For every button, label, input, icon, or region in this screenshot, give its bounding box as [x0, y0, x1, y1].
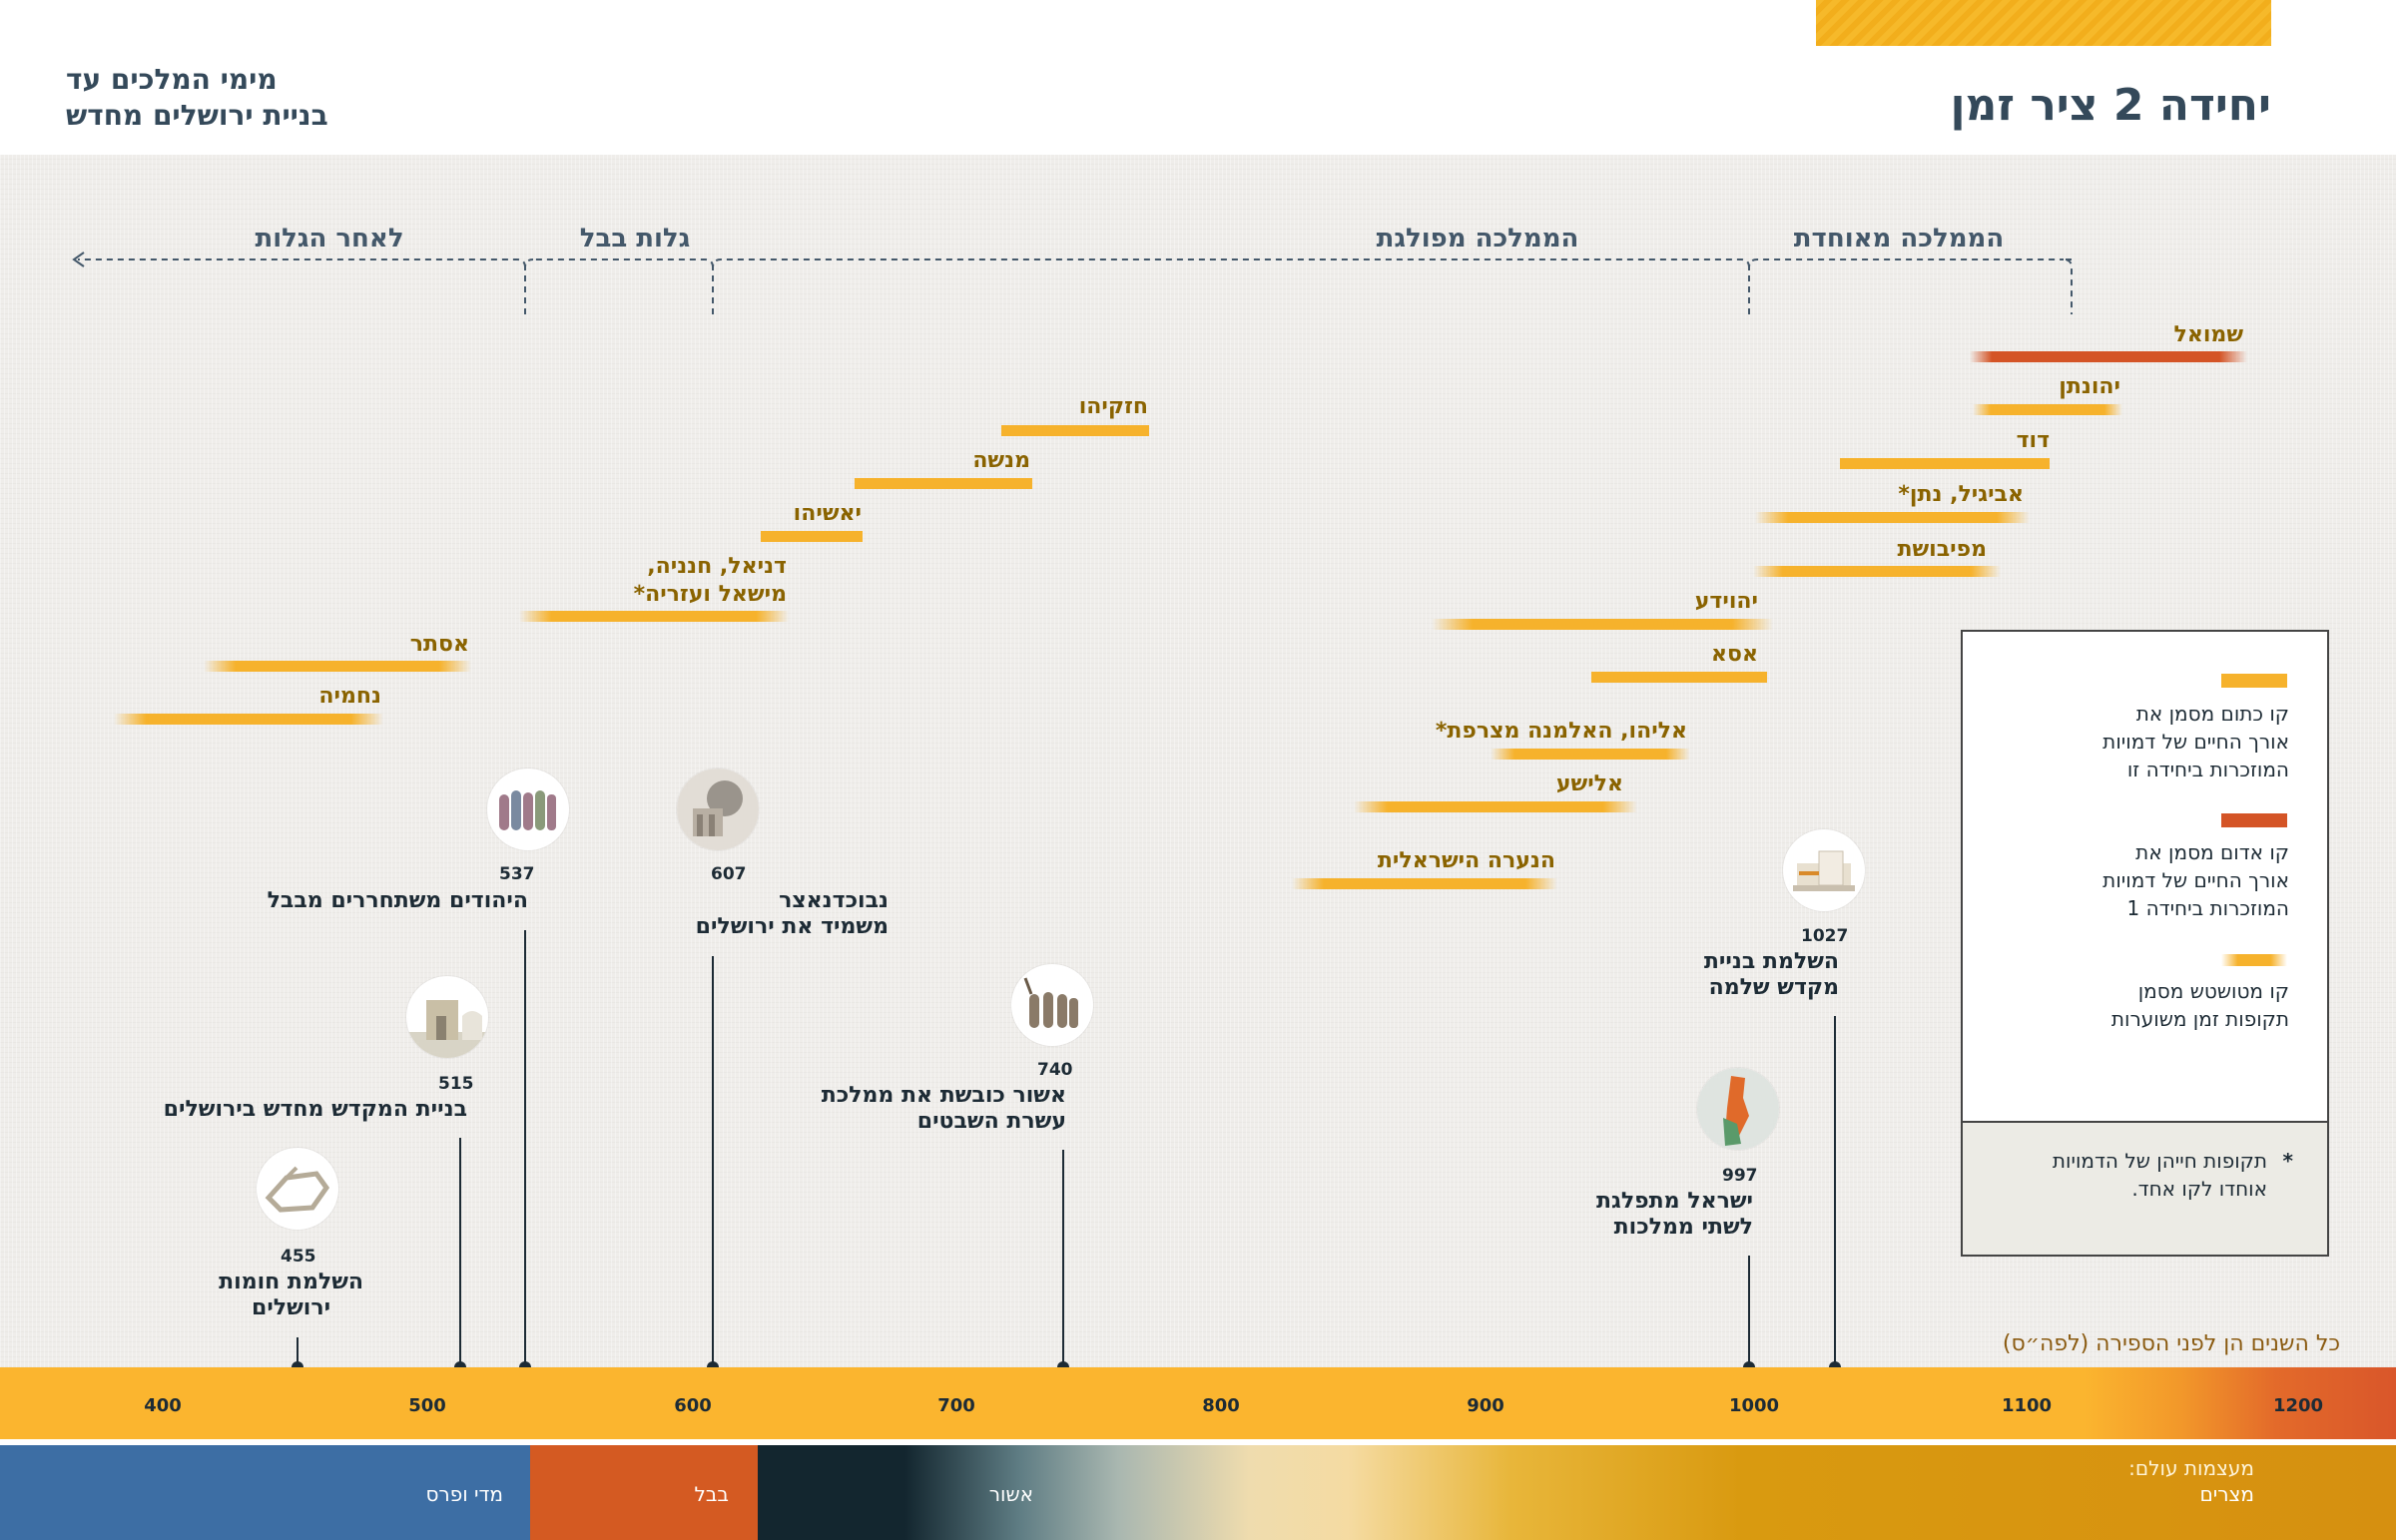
world-empires-band: מדי ופרס בבל אשור מעצמות עולם: מצרים — [0, 1445, 2396, 1540]
lifespan-bar — [519, 611, 789, 622]
lifespan-bar — [114, 714, 383, 725]
axis-tick: 900 — [1467, 1395, 1504, 1416]
axis-tick: 1100 — [2001, 1395, 2053, 1416]
person-label: מפיבושת — [1897, 537, 1987, 562]
period-post-exile: לאחר הגלות — [255, 224, 404, 254]
legend-red-sample — [2221, 813, 2287, 827]
person-label: אסא — [1711, 642, 1758, 667]
legend-solid-text: קו כתום מסמן את אורך החיים של דמויות המו… — [2102, 702, 2289, 781]
page-title: יחידה 2 ציר זמן — [1950, 80, 2271, 131]
event-year: 537 — [499, 864, 535, 884]
legend-solid-sample — [2221, 674, 2287, 688]
legend-note-star: * — [2282, 1149, 2293, 1173]
event-year: 515 — [438, 1074, 474, 1094]
event-description: השלמת בניית מקדש שלמה — [1703, 949, 1839, 1000]
map-icon — [1697, 1068, 1779, 1150]
event-description: השלמת חומות ירושלים — [219, 1270, 363, 1320]
empire-label: מדי ופרס — [425, 1482, 503, 1506]
axis-tick: 700 — [937, 1395, 975, 1416]
event-year: 740 — [1037, 1060, 1073, 1080]
period-united-kingdom: הממלכה מאוחדת — [1793, 224, 2005, 254]
temple-icon — [1783, 829, 1865, 911]
empire-label: אשור — [988, 1482, 1033, 1506]
person-label: הנערה הישראלית — [1377, 848, 1555, 873]
person-label: אביגיל, נתן* — [1898, 482, 2024, 507]
lifespan-bar — [855, 478, 1032, 489]
year-axis — [0, 1367, 2396, 1439]
lifespan-bar — [1755, 512, 2030, 523]
legend: קו כתום מסמן את אורך החיים של דמויות המו… — [1961, 630, 2329, 1257]
person-label: יהונתן — [2059, 374, 2120, 399]
header: יחידה 2 ציר זמן מימי המלכים עד בניית ירו… — [0, 0, 2396, 155]
event-description: ישראל מתפלגת לשתי ממלכות — [1596, 1189, 1753, 1240]
lifespan-bar — [204, 661, 471, 672]
person-label: שמואל — [2173, 322, 2243, 347]
axis-tick: 500 — [408, 1395, 446, 1416]
person-label: יהוידע — [1694, 589, 1758, 614]
event-year: 607 — [711, 864, 747, 884]
empire-label: מעצמות עולם: — [2128, 1456, 2254, 1480]
lifespan-bar — [1432, 619, 1773, 630]
walls-icon — [257, 1148, 338, 1230]
event-description: היהודים משתחררים מבבל — [267, 888, 528, 913]
event-year: 455 — [281, 1247, 316, 1267]
lifespan-bar — [761, 531, 863, 542]
empire-persia-segment — [0, 1445, 530, 1540]
event-description: אשור כובשת את ממלכת עשרת השבטים — [821, 1083, 1066, 1134]
person-label: מנשה — [972, 448, 1030, 473]
legend-note: * תקופות חייהן של הדמויות אוחדו לקו אחד. — [1963, 1121, 2327, 1255]
legend-fade-sample — [2221, 954, 2287, 966]
captives-icon — [1011, 964, 1093, 1046]
lifespan-bar — [1753, 566, 2001, 577]
person-label: אלישע — [1555, 771, 1623, 796]
exiles-icon — [487, 769, 569, 850]
years-note: כל השנים הן לפני הספירה (לפה״ס) — [2002, 1331, 2340, 1356]
event-description: נבוכדנאצר משמיד את ירושלים — [695, 888, 889, 939]
axis-tick: 400 — [144, 1395, 182, 1416]
lifespan-bar — [1292, 878, 1557, 889]
lifespan-bar — [1491, 749, 1690, 760]
page-subtitle: מימי המלכים עד בניית ירושלים מחדש — [66, 63, 328, 132]
legend-red-text: קו אדום מסמן את אורך החיים של דמויות המו… — [2102, 840, 2289, 920]
lifespan-bar — [1973, 404, 2122, 415]
lifespan-bar — [1354, 801, 1637, 812]
lifespan-bar — [1001, 425, 1149, 436]
person-label: חזקיהו — [1078, 394, 1148, 419]
ruins-icon — [677, 769, 759, 850]
event-description: בניית המקדש מחדש בירושלים — [163, 1097, 467, 1122]
person-label: יאשיהו — [793, 501, 862, 526]
lifespan-bar — [1970, 351, 2247, 362]
axis-tick: 1000 — [1728, 1395, 1780, 1416]
event-year: 997 — [1722, 1166, 1758, 1186]
axis-tick: 600 — [674, 1395, 712, 1416]
lifespan-bar — [1591, 672, 1767, 683]
empire-babylon-segment — [530, 1445, 758, 1540]
lifespan-bar — [1840, 458, 2050, 469]
person-label: אסתר — [409, 632, 469, 657]
period-divided-kingdom: הממלכה מפולגת — [1376, 224, 1579, 254]
empire-label: בבל — [694, 1482, 730, 1506]
axis-tick: 1200 — [2272, 1395, 2324, 1416]
empire-label: מצרים — [2199, 1482, 2254, 1506]
axis-tick: 800 — [1202, 1395, 1240, 1416]
legend-fade-text: קו מטושטש מסמן תקופות זמן משוערות — [2110, 979, 2289, 1031]
person-label: נחמיה — [318, 684, 381, 709]
rebuilt-temple-icon — [406, 976, 488, 1058]
empire-assyria-egypt-segment — [758, 1445, 2396, 1540]
header-decoration — [1816, 0, 2271, 46]
legend-note-text: תקופות חייהן של הדמויות אוחדו לקו אחד. — [2052, 1149, 2267, 1201]
person-label: אליהו, האלמנה מצרפת* — [1435, 719, 1687, 744]
period-babylon-exile: גלות בבל — [579, 224, 691, 254]
event-year: 1027 — [1801, 926, 1849, 946]
person-label: דוד — [2016, 428, 2050, 453]
person-label: דניאל, חנניה, מישאל ועזריה* — [633, 554, 787, 607]
